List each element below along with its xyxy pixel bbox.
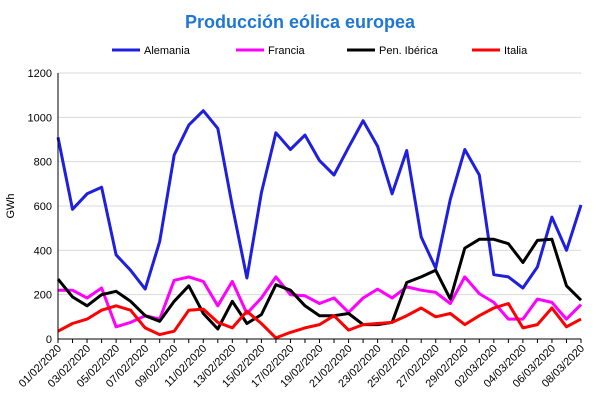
legend-label: Pen. Ibérica — [379, 45, 439, 57]
legend-item-francia: Francia — [236, 45, 306, 57]
grid — [58, 72, 581, 340]
legend-label: Italia — [504, 45, 528, 57]
legend-item-pen-ib-rica: Pen. Ibérica — [347, 45, 439, 57]
series-group — [56, 109, 583, 340]
series-line-italia — [57, 302, 582, 340]
x-axis-ticks: 01/02/202003/02/202005/02/202007/02/2020… — [17, 339, 587, 390]
y-tick-label: 1200 — [28, 68, 52, 80]
legend-item-italia: Italia — [472, 45, 528, 57]
series-line-pen-ib-rica — [56, 237, 583, 331]
series-line-alemania — [56, 109, 583, 291]
legend-label: Francia — [268, 45, 306, 57]
y-axis-ticks: 0 200 400 600 800 1000 1200 — [28, 68, 52, 346]
y-tick-label: 600 — [34, 201, 52, 213]
y-tick-label: 0 — [46, 334, 52, 346]
legend: Alemania Francia Pen. Ibérica Italia — [112, 45, 528, 57]
chart-title: Producción eólica europea — [185, 12, 416, 32]
y-axis-label: GWh — [5, 193, 17, 218]
y-tick-label: 1000 — [28, 112, 52, 124]
legend-label: Alemania — [144, 45, 191, 57]
y-tick-label: 200 — [34, 290, 52, 302]
legend-item-alemania: Alemania — [112, 45, 191, 57]
y-tick-label: 400 — [34, 245, 52, 257]
y-tick-label: 800 — [34, 157, 52, 169]
